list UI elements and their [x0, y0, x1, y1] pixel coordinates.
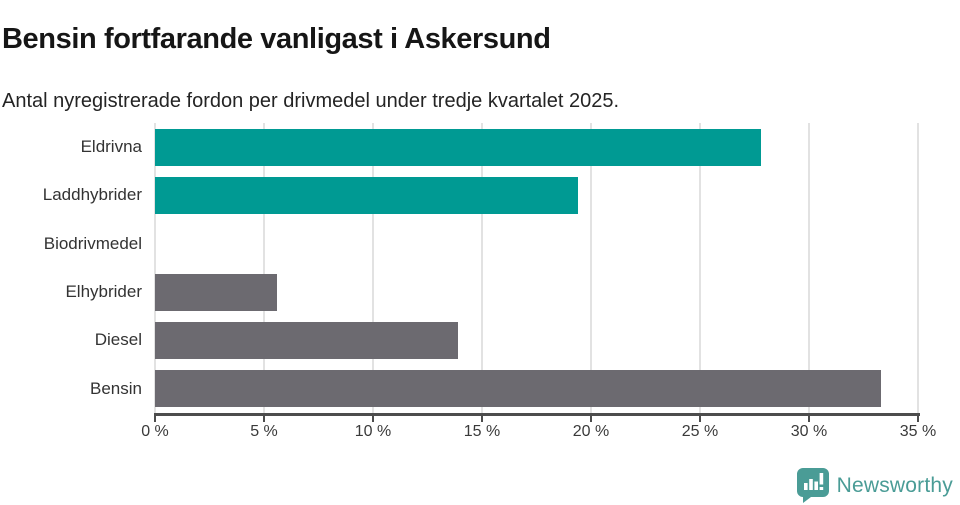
newsworthy-logo-icon: [796, 468, 830, 503]
gridline-10: [372, 123, 374, 413]
category-label-biodrivmedel: Biodrivmedel: [43, 233, 142, 253]
x-tick-mark-5: [263, 416, 265, 422]
bar-laddhybrider: [155, 177, 578, 214]
chart-subtitle: Antal nyregistrerade fordon per drivmede…: [2, 90, 620, 112]
category-label-bensin: Bensin: [90, 378, 142, 398]
gridline-15: [481, 123, 483, 413]
gridline-20: [590, 123, 592, 413]
gridline-30: [808, 123, 810, 413]
x-axis-line: [154, 413, 920, 416]
x-tick-label-35: 35 %: [899, 423, 937, 440]
x-tick-mark-10: [372, 416, 374, 422]
gridline-25: [699, 123, 701, 413]
gridline-0: [154, 123, 156, 413]
gridline-5: [263, 123, 265, 413]
newsworthy-brand-link[interactable]: Newsworthy: [796, 468, 953, 503]
bar-diesel: [155, 322, 459, 359]
bar-bensin: [155, 370, 881, 408]
x-tick-label-5: 5 %: [250, 423, 278, 440]
category-axis: Eldrivna Laddhybrider Biodrivmedel Elhybrid…: [0, 123, 142, 413]
x-tick-mark-20: [590, 416, 592, 422]
category-label-eldrivna: Eldrivna: [80, 137, 142, 156]
category-label-elhybrider: Elhybrider: [65, 282, 142, 301]
newsworthy-brand-label: Newsworthy: [836, 473, 953, 497]
bar-eldrivna: [155, 128, 762, 166]
x-tick-label-0: 0 %: [141, 423, 169, 440]
x-tick-label-10: 10 %: [354, 423, 392, 440]
x-tick-mark-15: [481, 416, 483, 422]
x-tick-label-25: 25 %: [681, 423, 719, 440]
x-tick-mark-35: [917, 416, 919, 422]
bar-elhybrider: [155, 273, 278, 311]
x-tick-mark-25: [699, 416, 701, 422]
category-label-laddhybrider: Laddhybrider: [42, 185, 142, 205]
chart-title: Bensin fortfarande vanligast i Askersund: [2, 23, 551, 56]
x-tick-mark-30: [808, 416, 810, 422]
x-tick-label-30: 30 %: [790, 423, 828, 440]
x-tick-label-20: 20 %: [572, 423, 610, 440]
plot-area: [154, 123, 919, 413]
x-tick-mark-0: [154, 416, 156, 422]
gridline-35: [917, 123, 919, 413]
category-label-diesel: Diesel: [94, 330, 142, 350]
x-tick-label-15: 15 %: [463, 423, 501, 440]
